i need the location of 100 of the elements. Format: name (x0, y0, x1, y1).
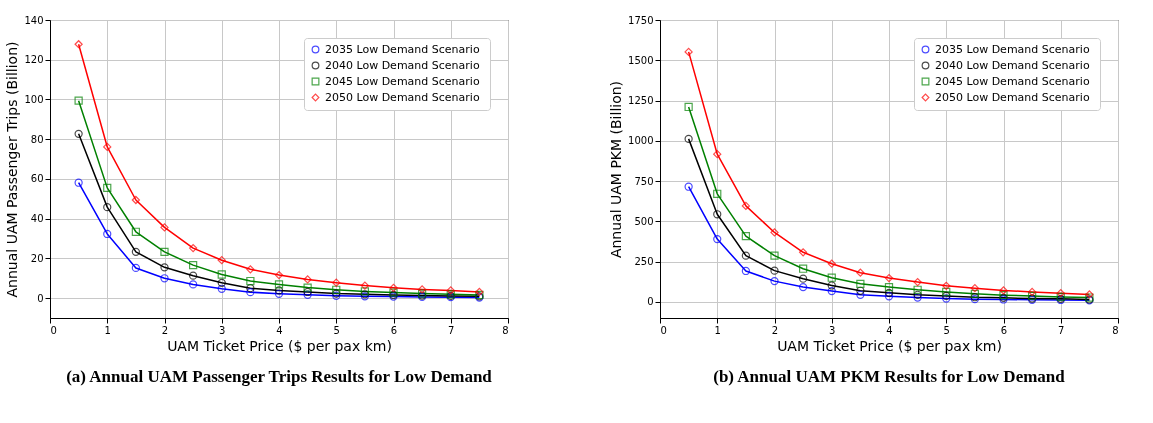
point (103, 183, 112, 193)
point (798, 248, 808, 257)
legend-label: 2045 Low Demand Scenario (935, 74, 1090, 88)
point (246, 284, 255, 293)
point (684, 102, 693, 112)
point (131, 195, 141, 205)
y-tick-label: 80 (30, 133, 44, 145)
point (798, 282, 808, 292)
x-tick-label: 0 (50, 324, 57, 336)
point (188, 280, 198, 289)
point (713, 189, 722, 198)
y-tick-label: 1250 (628, 95, 654, 107)
point (856, 268, 865, 277)
point (74, 178, 83, 187)
y-axis-title: Annual UAM Passenger Trips (Billion) (4, 41, 21, 298)
y-tick-label: 40 (30, 213, 44, 225)
x-tick-label: 7 (1058, 324, 1065, 336)
point (798, 274, 808, 283)
point (274, 280, 284, 289)
point (827, 259, 836, 268)
point (884, 273, 894, 283)
x-tick-label: 8 (1112, 324, 1119, 336)
y-tick-label: 1000 (628, 135, 654, 147)
point (103, 229, 112, 239)
point (741, 251, 751, 260)
point (1056, 289, 1065, 298)
point (74, 40, 83, 49)
point (1027, 287, 1037, 297)
point (827, 281, 836, 290)
point (188, 271, 198, 280)
legend-label: 2035 Low Demand Scenario (935, 42, 1090, 56)
point (217, 270, 226, 279)
point (446, 286, 455, 295)
x-tick-label: 1 (714, 324, 721, 336)
point (417, 285, 427, 294)
x-tick-label: 1 (104, 324, 111, 336)
x-tick-label: 4 (886, 324, 893, 336)
point (770, 251, 779, 260)
point (160, 263, 169, 272)
legend-label: 2040 Low Demand Scenario (935, 58, 1090, 72)
point (131, 247, 141, 256)
point (770, 266, 779, 275)
x-tick-label: 6 (390, 324, 398, 336)
text: (b) Annual UAM PKM Results for Low Demand (713, 367, 1066, 386)
x-axis-title: UAM Ticket Price ($ per pax km) (167, 337, 392, 354)
y-tick-label: 20 (30, 252, 44, 264)
point (942, 281, 951, 290)
point (942, 287, 951, 297)
point (999, 286, 1008, 295)
y-tick-label: 100 (24, 93, 44, 105)
x-tick-label: 4 (276, 324, 283, 336)
point (103, 142, 112, 152)
point (884, 282, 894, 292)
point (856, 279, 865, 288)
y-tick-label: 1500 (628, 54, 654, 66)
legend-label: 2035 Low Demand Scenario (325, 42, 480, 56)
point (246, 265, 255, 274)
x-tick-label: 3 (829, 324, 836, 336)
point (217, 278, 226, 287)
point (770, 276, 779, 286)
point (303, 275, 312, 284)
x-tick-label: 2 (771, 324, 779, 336)
y-tick-label: 750 (634, 175, 654, 187)
point (713, 234, 722, 244)
y-tick-label: 500 (634, 215, 654, 227)
point (684, 47, 693, 57)
point (856, 286, 865, 295)
x-tick-label: 7 (448, 324, 455, 336)
point (332, 285, 341, 294)
point (246, 276, 255, 286)
point (217, 256, 226, 265)
point (188, 243, 198, 253)
point (856, 290, 865, 299)
x-tick-label: 8 (502, 324, 509, 336)
text: (a) Annual UAM Passenger Trips Results for Low Demand (66, 367, 493, 386)
point (684, 182, 693, 191)
x-tick-label: 2 (161, 324, 169, 336)
point (360, 281, 370, 290)
point (103, 203, 112, 212)
point (389, 283, 398, 292)
point (160, 274, 169, 283)
point (827, 273, 836, 282)
x-tick-label: 5 (333, 324, 340, 336)
point (188, 261, 198, 270)
legend-label: 2045 Low Demand Scenario (325, 74, 480, 88)
point (160, 247, 169, 256)
point (913, 277, 922, 287)
point (332, 278, 341, 287)
legend-label: 2040 Low Demand Scenario (325, 58, 480, 72)
point (741, 266, 751, 276)
legend-label: 2050 Low Demand Scenario (935, 90, 1090, 104)
point (713, 210, 722, 219)
point (770, 228, 779, 237)
point (74, 129, 83, 138)
point (131, 227, 141, 236)
y-tick-label: 0 (647, 296, 654, 308)
point (741, 201, 751, 211)
point (741, 232, 751, 241)
point (274, 270, 284, 280)
y-tick-label: 140 (24, 14, 44, 26)
